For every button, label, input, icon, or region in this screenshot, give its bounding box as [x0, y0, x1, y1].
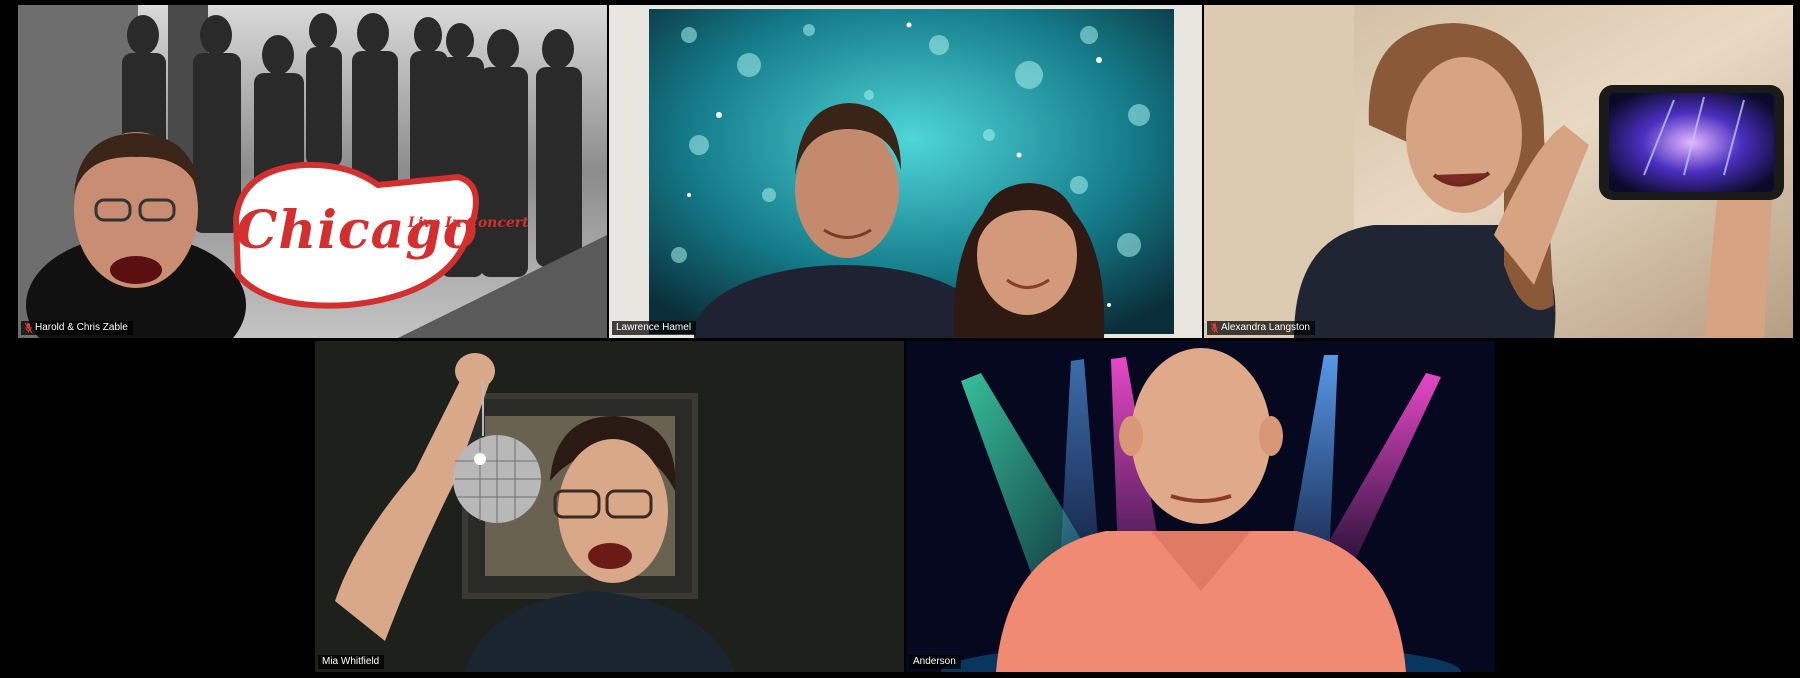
video-tile-harold-chris-zable[interactable]: Chicago Live In Concert Harold & Chris Z…	[18, 5, 607, 338]
participant-name: Alexandra Langston	[1221, 322, 1310, 333]
participant-video	[315, 341, 904, 672]
participant-video	[1204, 5, 1793, 338]
participant-name: Lawrence Hamel	[616, 322, 692, 333]
participant-name: Anderson	[913, 656, 956, 667]
video-tile-anderson[interactable]: Anderson	[906, 341, 1495, 672]
chicago-logo-text: Chicago	[236, 200, 479, 261]
participant-video	[609, 5, 1202, 338]
participant-name-tag: Harold & Chris Zable	[21, 321, 133, 335]
mic-muted-icon	[25, 323, 32, 333]
participant-name-tag: Lawrence Hamel	[612, 321, 697, 335]
participant-name: Mia Whitfield	[322, 656, 380, 667]
video-tile-alexandra-langston[interactable]: Alexandra Langston	[1204, 5, 1793, 338]
video-tile-mia-whitfield[interactable]: Mia Whitfield	[315, 341, 904, 672]
participant-name-tag: Anderson	[909, 655, 961, 669]
participant-name-tag: Mia Whitfield	[318, 655, 385, 669]
mic-muted-icon	[1211, 323, 1218, 333]
video-tile-lawrence-hamel[interactable]: Lawrence Hamel	[609, 5, 1202, 338]
participant-name-tag: Alexandra Langston	[1207, 321, 1315, 335]
chicago-logo	[232, 161, 479, 309]
participant-name: Harold & Chris Zable	[35, 322, 128, 333]
participant-video	[18, 5, 607, 338]
participant-video	[906, 341, 1495, 672]
chicago-logo-subtext: Live In Concert	[408, 215, 529, 231]
